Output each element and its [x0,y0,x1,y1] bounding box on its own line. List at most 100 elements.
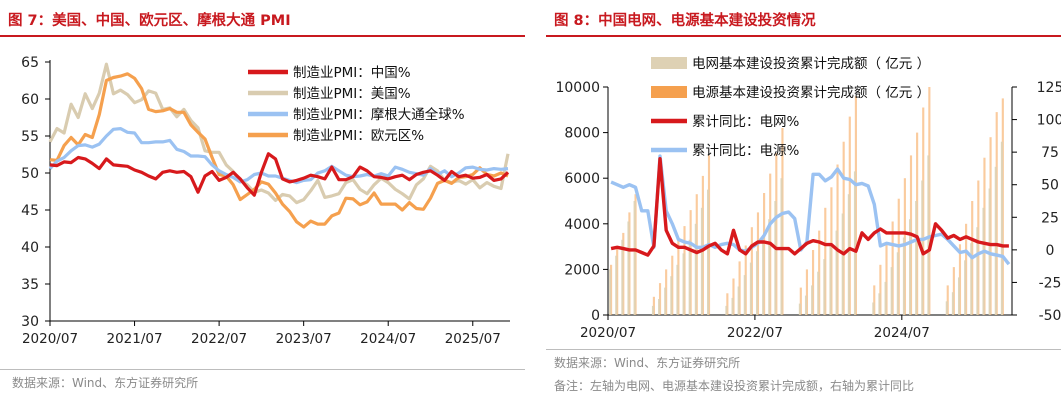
bar-power-source [805,269,809,315]
left-y-tick-label: 8000 [564,126,600,142]
bar-power-grid [737,286,740,315]
bar-power-source [726,293,729,315]
bar-power-grid [731,297,734,315]
bar-power-grid [829,245,832,315]
bar-power-grid [725,305,728,315]
bar-power-grid [817,271,820,315]
y-tick-label: 65 [21,55,39,71]
bar-power-grid [694,223,697,315]
bar-power-grid [615,255,618,315]
bar-power-grid [927,155,930,315]
x-tick-label: 2020/07 [22,331,78,347]
source-note: 数据来源：Wind、东方证券研究所 [554,356,741,370]
legend-label: 累计同比：电网% [692,114,799,130]
footer-divider [0,369,525,370]
bar-power-grid [762,235,765,315]
chart-title: 图 8：中国电网、电源基本建设投资情况 [554,13,816,29]
series-line-source-yoy [610,154,1011,266]
left-y-tick-label: 4000 [564,217,600,233]
x-tick-label: 2022/07 [727,325,783,341]
bar-power-grid [755,251,759,315]
bar-power-grid [670,276,673,315]
y-tick-label: 30 [21,314,39,330]
bar-power-grid [890,267,893,315]
bar-power-grid [621,239,624,315]
right-y-tick-label: -25 [1039,275,1061,291]
x-tick-label: 2024/07 [360,331,416,347]
bar-power-grid [835,230,838,315]
source-note: 数据来源：Wind、东方证券研究所 [12,376,199,390]
right-y-tick-label: 25 [1041,210,1059,226]
bar-power-grid [743,275,746,315]
series-line-grid-yoy [610,156,1009,257]
bar-power-grid [902,237,906,315]
bar-power-grid [909,219,912,315]
right-y-tick-label: -50 [1039,308,1061,324]
bar-power-source [885,243,888,315]
series-line-4 [49,72,509,229]
x-tick-label: 2024/07 [874,325,930,341]
bar-power-grid [811,285,814,315]
bar-power-source [952,267,955,315]
bar-power-grid [749,262,752,315]
right-y-tick-label: 0 [1046,243,1055,259]
bar-power-grid [945,301,948,315]
bar-power-grid [700,207,704,315]
bar-power-grid [798,303,801,315]
pmi-chart-panel: 图 7：美国、中国、欧元区、摩根大通 PMI 30 35 40 45 50 55 60 65 2… [0,0,525,402]
grid-investment-chart-panel: 图 8：中国电网、电源基本建设投资情况 0 2000 4000 6000 8000 100… [546,0,1061,402]
bar-power-grid [804,295,808,315]
bar-power-grid [1000,141,1003,315]
x-tick-label: 2023/07 [276,331,332,347]
bar-power-grid [688,239,691,315]
legend-label: 电网基本建设投资累计完成额（ 亿元 ） [692,55,930,72]
x-tick-label: 2022/07 [191,331,247,347]
bar-power-grid [915,201,918,315]
bar-power-grid [627,221,630,315]
legend-label: 制造业PMI：欧元区% [293,128,424,144]
y-tick-label: 45 [21,203,39,219]
bar-power-source [799,287,802,315]
bar-power-grid [964,260,967,315]
y-tick-label: 60 [21,92,39,108]
bar-power-source [879,264,882,315]
right-y-tick-label: 50 [1041,178,1059,194]
bar-power-grid [994,166,997,315]
bar-power-grid [878,293,881,315]
legend-label: 制造业PMI：美国% [293,86,411,102]
bar-power-grid [658,299,661,315]
bar-power-grid [847,194,850,315]
right-y-tick-label: 75 [1041,145,1059,161]
x-tick-label: 2021/07 [107,331,163,347]
legend-label: 电源基本建设投资累计完成额（ 亿元 ） [692,84,930,101]
series-line-3 [48,127,509,185]
legend-label: 制造业PMI：摩根大通全球% [293,106,465,123]
bar-power-grid [957,277,961,315]
bar-power-grid [682,253,685,315]
y-tick-label: 40 [21,240,39,256]
y-tick-label: 35 [21,277,39,293]
legend-label: 累计同比：电源% [692,143,799,159]
bar-power-grid [896,252,899,315]
bar-power-grid [823,259,826,315]
footnote: 备注：左轴为电网、电源基本建设投资累计完成额，右轴为累计同比 [554,379,915,393]
chart-title: 图 7：美国、中国、欧元区、摩根大通 PMI [8,13,291,29]
bar-power-grid [676,264,679,315]
right-y-tick-label: 100 [1037,113,1061,129]
left-y-tick-label: 6000 [564,171,600,187]
y-tick-label: 55 [21,129,39,145]
series-line-1 [49,152,510,197]
bar-power-grid [970,243,973,315]
legend-swatch [651,57,687,69]
bar-power-source [811,250,815,315]
bar-power-grid [707,189,710,315]
bar-power-source [732,278,735,315]
right-y-tick-label: 125 [1037,80,1061,96]
bar-power-grid [774,201,777,315]
bar-power-grid [664,287,667,315]
bar-power-grid [884,281,887,315]
bar-power-grid [651,305,655,315]
bar-power-grid [853,171,857,315]
title-rule [546,35,1061,37]
bar-power-grid [780,178,783,315]
